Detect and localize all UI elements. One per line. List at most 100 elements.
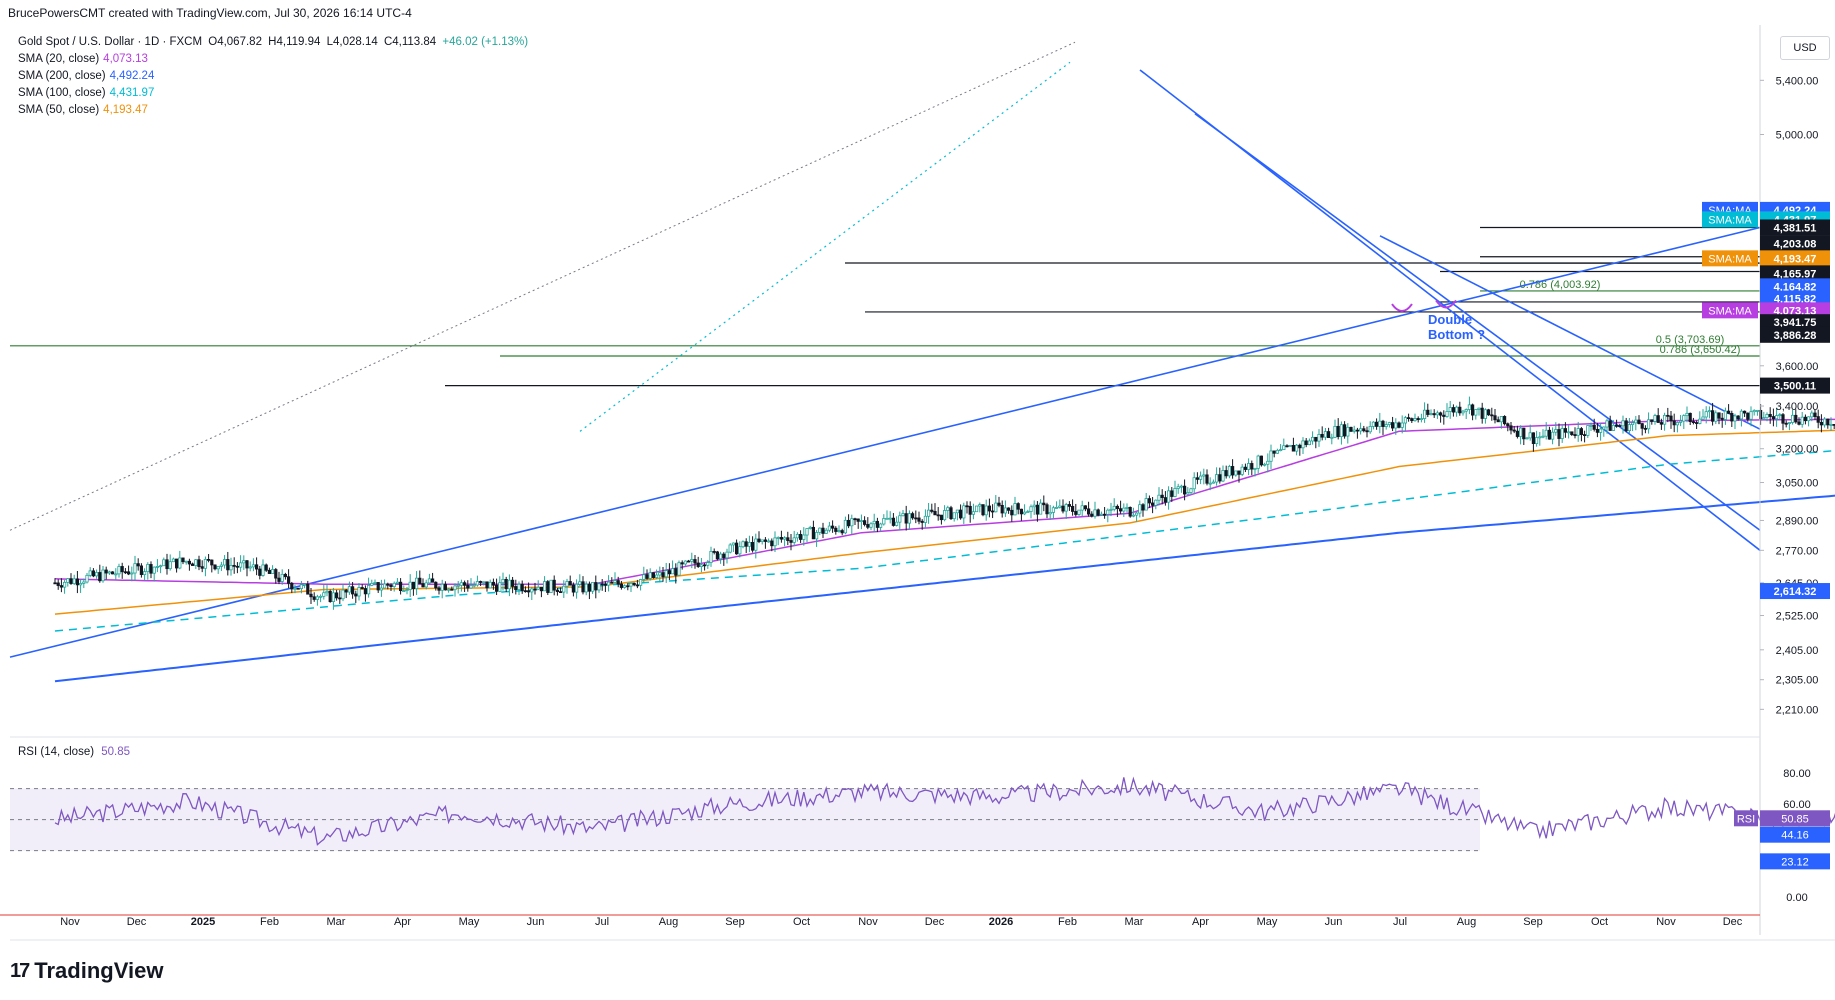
fib-label: 0.786 (3,650.42)	[1660, 344, 1741, 356]
candle-body	[418, 577, 422, 584]
candle-body	[1675, 422, 1679, 426]
candle-body	[818, 527, 822, 533]
candle-body	[1515, 430, 1519, 437]
candle-body	[859, 520, 864, 523]
sma-line	[54, 418, 1835, 585]
candle-body	[309, 593, 313, 598]
candle-body	[1688, 412, 1692, 422]
candle-body	[1483, 409, 1487, 419]
candle-body	[450, 588, 454, 591]
candle-body	[1816, 416, 1820, 423]
candle-body	[1736, 415, 1740, 420]
candle-body	[1154, 499, 1158, 506]
candle-body	[1522, 427, 1526, 440]
candle-body	[1823, 418, 1827, 426]
candle-body	[1147, 498, 1151, 504]
candle-body	[1544, 429, 1548, 437]
candle-body	[1189, 488, 1193, 493]
price-tick-label: 2,305.00	[1776, 675, 1819, 687]
axis-value-box	[1760, 314, 1830, 331]
candle-body	[584, 583, 588, 593]
candle-body	[232, 564, 236, 567]
candle-body	[856, 518, 860, 522]
candle-body	[264, 564, 268, 571]
candle-body	[1615, 424, 1619, 427]
candle-body	[978, 504, 982, 507]
candle-body	[302, 583, 307, 586]
time-axis-label: Dec	[925, 916, 945, 928]
candle-body	[1301, 440, 1305, 449]
candle-body	[1573, 434, 1577, 436]
candle-body	[1112, 505, 1116, 510]
candle-body	[735, 542, 739, 555]
candle-body	[206, 558, 211, 561]
axis-tag-text: SMA:MA	[1708, 305, 1752, 317]
candle-body	[69, 578, 73, 584]
candle-body	[1467, 404, 1471, 410]
rsi-tick-label: 60.00	[1783, 799, 1811, 811]
legend-sma50[interactable]: SMA (50, close) 4,193.47	[18, 102, 531, 119]
candle-body	[1179, 485, 1183, 488]
candle-body	[363, 588, 368, 595]
falling-channel-line	[1194, 113, 1761, 531]
candle-body	[312, 596, 316, 600]
candle-body	[1538, 436, 1542, 439]
candle-body	[1755, 409, 1759, 412]
axis-value-text: 4,203.08	[1774, 238, 1817, 250]
candle-body	[459, 582, 464, 586]
candle-body	[1346, 426, 1350, 437]
axis-tag	[1702, 250, 1758, 267]
candle-body	[392, 582, 396, 587]
time-axis-label: Jun	[527, 916, 545, 928]
candle-body	[1026, 511, 1030, 513]
candle-body	[674, 568, 678, 576]
rsi-value-text: 50.85	[1781, 813, 1809, 825]
candle-body	[738, 546, 742, 555]
candle-body	[968, 505, 972, 515]
candle-body	[975, 505, 979, 513]
bottom-marker-1	[1391, 303, 1413, 313]
time-axis-label: Mar	[1125, 916, 1144, 928]
candle-body	[808, 526, 812, 529]
candle-body	[235, 565, 239, 568]
legend-sma200[interactable]: SMA (200, close) 4,492.24	[18, 68, 531, 85]
time-axis-label: Jul	[1393, 916, 1407, 928]
candle-body	[482, 581, 486, 584]
candle-body	[1800, 416, 1804, 425]
candle-body	[783, 537, 787, 540]
fib-label: 0.786 (4,003.92)	[1520, 279, 1601, 291]
candle-body	[1368, 426, 1372, 433]
axis-value-box	[1760, 583, 1830, 600]
candle-body	[1279, 449, 1283, 452]
tradingview-logo[interactable]: 17 TradingView	[10, 958, 163, 984]
candle-body	[1298, 444, 1302, 449]
candle-body	[1819, 421, 1823, 426]
candle-body	[1560, 428, 1564, 439]
candle-body	[286, 576, 291, 584]
currency-button[interactable]: USD	[1780, 36, 1830, 60]
symbol-row[interactable]: Gold Spot / U.S. Dollar · 1D · FXCM O4,0…	[18, 34, 531, 51]
candle-body	[405, 589, 409, 592]
candle-body	[325, 590, 329, 594]
legend-sma20[interactable]: SMA (20, close) 4,073.13	[18, 51, 531, 68]
rsi-legend[interactable]: RSI (14, close) 50.85	[18, 746, 130, 758]
candle-body	[1042, 502, 1046, 506]
candle-body	[917, 517, 921, 522]
candle-body	[709, 551, 713, 563]
candle-body	[389, 584, 393, 587]
candle-body	[1426, 409, 1430, 415]
candle-body	[261, 564, 265, 576]
legend-sma100[interactable]: SMA (100, close) 4,431.97	[18, 85, 531, 102]
candle-body	[1016, 503, 1020, 510]
candle-body	[251, 564, 255, 568]
symbol-title[interactable]: Gold Spot / U.S. Dollar · 1D · FXCM	[18, 36, 203, 48]
candle-body	[462, 582, 467, 586]
axis-value-text: 3,941.75	[1774, 317, 1817, 329]
candle-body	[549, 579, 553, 593]
candle-body	[1669, 415, 1673, 422]
candle-body	[875, 520, 880, 528]
candle-body	[568, 581, 572, 586]
candle-body	[1096, 509, 1100, 516]
candle-body	[158, 565, 163, 568]
